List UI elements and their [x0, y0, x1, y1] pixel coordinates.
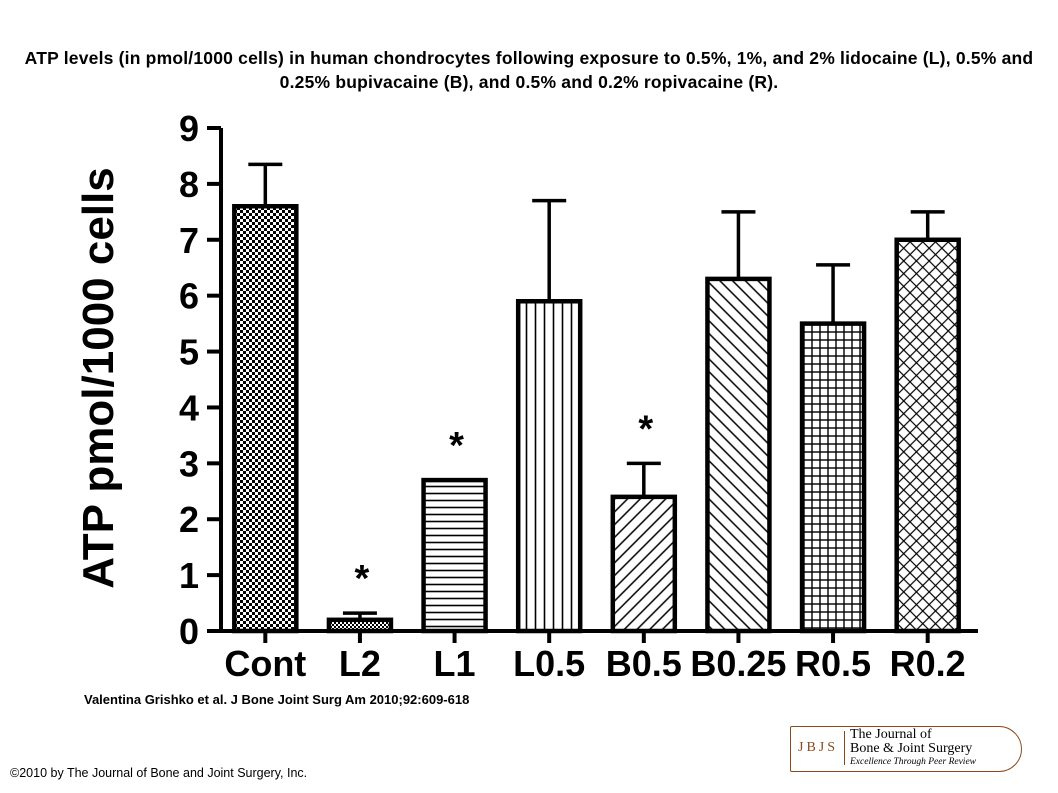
bar [232, 203, 299, 634]
significance-marker: * [355, 558, 370, 600]
significance-marker: * [449, 425, 464, 467]
y-tick-label: 8 [179, 164, 199, 205]
logo-name-line2: Bone & Joint Surgery [850, 741, 973, 756]
y-tick-label: 4 [179, 387, 199, 428]
x-tick-label: L2 [339, 643, 381, 684]
bar [515, 299, 583, 634]
x-tick-label: B0.25 [690, 643, 786, 684]
y-tick-label: 2 [179, 499, 199, 540]
bar [610, 494, 678, 634]
significance-marker: * [638, 408, 653, 450]
bar [894, 237, 961, 634]
chart-title: ATP levels (in pmol/1000 cells) in human… [24, 48, 1034, 92]
x-tick-label: B0.5 [606, 643, 682, 684]
x-tick-label: Cont [224, 643, 306, 684]
logo-badge [790, 726, 1022, 772]
bar [705, 276, 772, 634]
y-tick-label: 5 [179, 332, 199, 373]
y-tick-label: 9 [179, 108, 199, 149]
logo-tagline: Excellence Through Peer Review [850, 757, 976, 767]
x-tick-label: R0.2 [890, 643, 966, 684]
y-tick-label: 3 [179, 443, 199, 484]
logo-name-line1: The Journal of [850, 727, 932, 742]
bar [326, 617, 394, 634]
logo-divider [844, 731, 845, 765]
x-tick-label: L1 [434, 643, 476, 684]
citation: Valentina Grishko et al. J Bone Joint Su… [84, 692, 470, 707]
x-tick-label: L0.5 [513, 643, 585, 684]
y-tick-label: 1 [179, 555, 199, 596]
y-tick-label: 0 [179, 611, 199, 652]
labels: 0 1 2 3 4 5 6 7 8 9 Cont L2 * L1 * L0.5 B0.5 * B0.25 R0.5 R0… [179, 108, 966, 684]
bar [799, 321, 867, 634]
y-axis-label: ATP pmol/1000 cells [74, 167, 123, 588]
y-tick-label: 7 [179, 220, 199, 261]
bar [421, 477, 488, 634]
jbjs-logo: JBJS The Journal of Bone & Joint Surgery… [790, 726, 1022, 772]
y-tick-label: 6 [179, 276, 199, 317]
bars [232, 162, 961, 634]
x-tick-label: R0.5 [795, 643, 871, 684]
logo-abbreviation: JBJS [798, 740, 839, 755]
copyright-notice: ©2010 by The Journal of Bone and Joint S… [10, 766, 308, 780]
